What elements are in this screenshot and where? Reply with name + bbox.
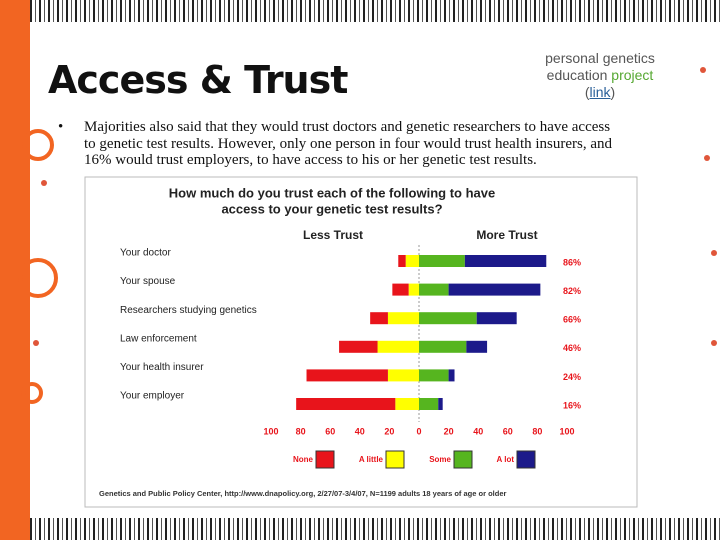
legend-label: A little bbox=[359, 455, 384, 464]
legend-swatch bbox=[315, 450, 335, 469]
bar-segment bbox=[466, 340, 488, 353]
bar-segment bbox=[405, 255, 419, 267]
note-text: project bbox=[611, 67, 654, 83]
note-text: personal genetics education bbox=[545, 50, 655, 83]
top-border bbox=[30, 0, 720, 22]
bar-segment bbox=[464, 255, 547, 267]
chart-title: access to your genetic test results? bbox=[221, 201, 442, 216]
bar-segment bbox=[387, 312, 419, 325]
legend-label: None bbox=[293, 455, 314, 464]
bar-segment bbox=[296, 398, 396, 410]
legend-swatch bbox=[453, 450, 473, 469]
decor bbox=[18, 129, 58, 404]
category-label: Your spouse bbox=[120, 276, 176, 287]
x-tick-label: 40 bbox=[473, 426, 483, 436]
bullet: • Majorities also said that they would tr… bbox=[58, 119, 613, 169]
note-text: ( bbox=[584, 84, 590, 100]
legend-label: A lot bbox=[497, 455, 515, 464]
x-tick-label: 100 bbox=[263, 426, 278, 436]
legend-label: Some bbox=[429, 455, 451, 464]
total-label: 66% bbox=[563, 315, 581, 325]
category-label: Your doctor bbox=[120, 248, 171, 259]
x-tick-label: 60 bbox=[503, 426, 513, 436]
x-tick-label: 100 bbox=[559, 426, 574, 436]
bar-segment bbox=[408, 283, 419, 296]
bar-segment bbox=[387, 369, 419, 382]
bar-segment bbox=[419, 340, 467, 353]
bar-segment bbox=[419, 255, 465, 267]
slide-title: Access & Trust bbox=[48, 58, 348, 102]
left-header: Less Trust bbox=[303, 228, 363, 242]
total-label: 46% bbox=[563, 343, 581, 353]
bar-segment bbox=[370, 312, 388, 325]
x-tick-label: 40 bbox=[355, 426, 365, 436]
bar-segment bbox=[419, 283, 449, 296]
bullet-line: 16% would trust employers, to have acces… bbox=[84, 152, 537, 168]
x-tick-label: 80 bbox=[532, 426, 542, 436]
bullet-dot: • bbox=[58, 119, 64, 135]
bottom-border bbox=[30, 518, 720, 540]
total-label: 16% bbox=[563, 400, 581, 410]
top-note: personal genetics education project (link… bbox=[530, 50, 670, 101]
total-label: 86% bbox=[563, 257, 581, 267]
bar-segment bbox=[448, 369, 455, 382]
bar-segment bbox=[438, 398, 443, 410]
chart-source: Genetics and Public Policy Center, http:… bbox=[99, 489, 507, 498]
right-header: More Trust bbox=[476, 228, 537, 242]
category-label: Your health insurer bbox=[120, 362, 204, 373]
x-tick-label: 0 bbox=[416, 426, 421, 436]
note-text: ) bbox=[610, 84, 616, 100]
bar-segment bbox=[476, 312, 517, 325]
legend-swatch bbox=[385, 450, 405, 469]
x-tick-label: 60 bbox=[325, 426, 335, 436]
total-label: 82% bbox=[563, 286, 581, 296]
bar-segment bbox=[339, 340, 378, 353]
legend-swatch bbox=[516, 450, 536, 469]
bar-segment bbox=[419, 369, 449, 382]
category-label: Your employer bbox=[120, 391, 185, 402]
category-label: Researchers studying genetics bbox=[120, 305, 257, 316]
bar-segment bbox=[448, 283, 541, 296]
bullet-line: to genetic test results. However, only o… bbox=[84, 135, 613, 152]
bar-segment bbox=[395, 398, 419, 410]
bar-segment bbox=[306, 369, 388, 382]
bar-segment bbox=[419, 398, 439, 410]
x-tick-label: 20 bbox=[384, 426, 394, 436]
total-label: 24% bbox=[563, 372, 581, 382]
x-tick-label: 20 bbox=[444, 426, 454, 436]
chart-title: How much do you trust each of the follow… bbox=[169, 185, 495, 200]
note-link[interactable]: link bbox=[589, 84, 611, 100]
decor-dots bbox=[33, 67, 717, 346]
bar-segment bbox=[398, 255, 406, 267]
category-label: Law enforcement bbox=[120, 333, 197, 344]
bullet-line: Majorities also said that they would tru… bbox=[84, 119, 611, 135]
bar-segment bbox=[419, 312, 477, 325]
bar-segment bbox=[392, 283, 409, 296]
side-bar bbox=[0, 0, 30, 540]
x-tick-label: 80 bbox=[296, 426, 306, 436]
bar-segment bbox=[377, 340, 419, 353]
